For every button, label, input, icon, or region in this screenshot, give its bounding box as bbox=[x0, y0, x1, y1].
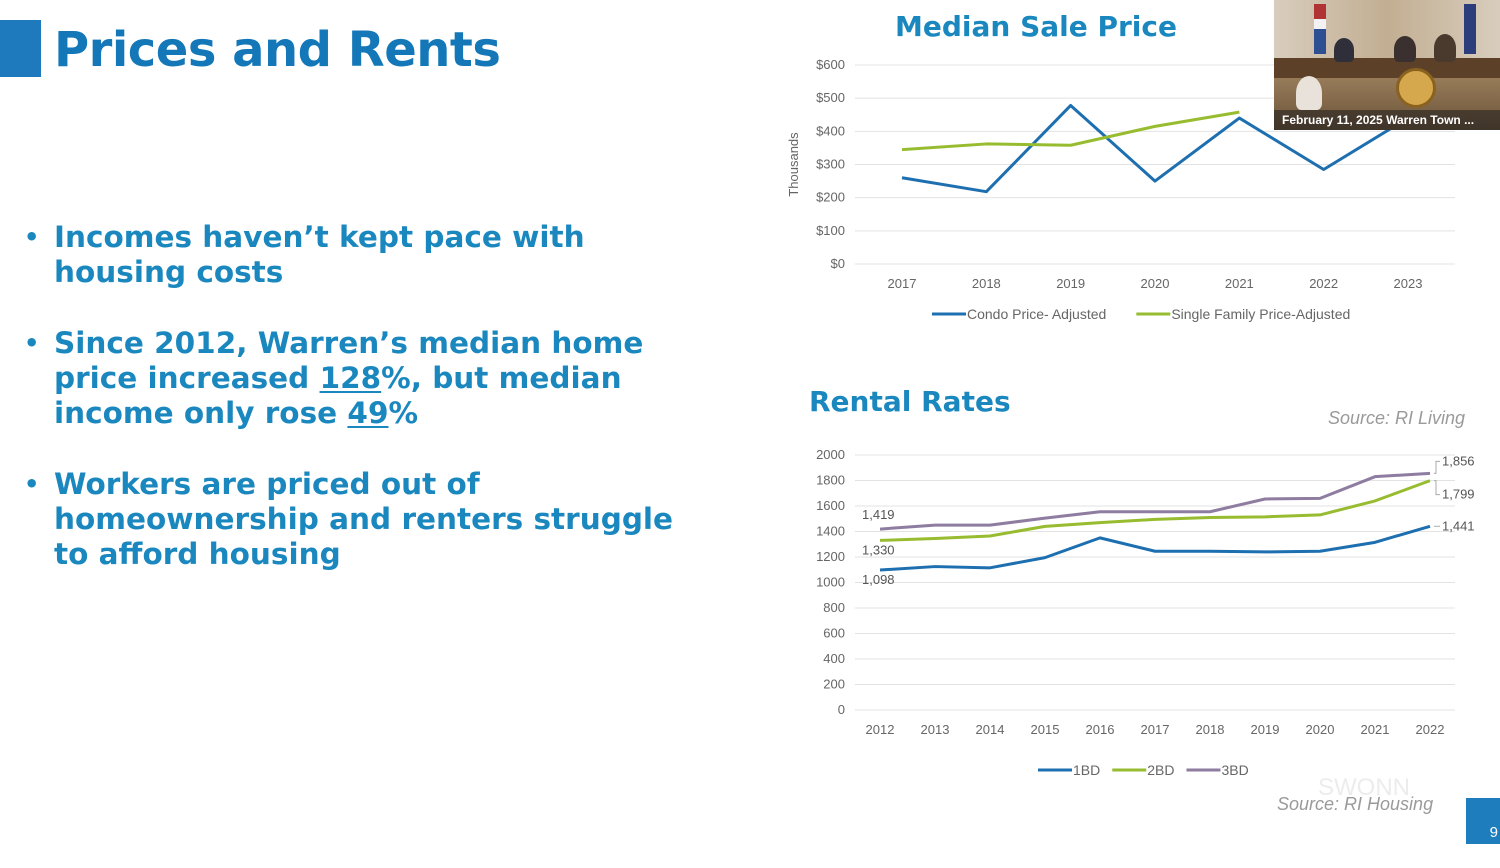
x-tick-label: 2020 bbox=[1141, 276, 1170, 291]
x-tick-label: 2021 bbox=[1361, 722, 1390, 737]
bullet-dot: • bbox=[24, 223, 40, 251]
bullet-line: homeownership and renters struggle bbox=[54, 502, 674, 536]
video-feed-thumbnail[interactable]: February 11, 2025 Warren Town ... bbox=[1274, 0, 1500, 130]
sale-price-chart: $0 $100 $200 $300 $400 $500 $600 2017 2018 2019 20… bbox=[786, 57, 1455, 322]
x-tick-label: 2021 bbox=[1225, 276, 1254, 291]
y-tick-label: 1200 bbox=[816, 549, 845, 564]
y-tick-label: $300 bbox=[816, 157, 845, 172]
series-line-3bd bbox=[879, 471, 1431, 531]
data-label: 1,799 bbox=[1442, 487, 1475, 502]
data-label: 1,419 bbox=[862, 507, 895, 522]
video-bench bbox=[1274, 58, 1500, 78]
legend-label: 3BD bbox=[1221, 762, 1248, 778]
data-label-leader bbox=[1434, 480, 1440, 496]
person-icon bbox=[1296, 76, 1322, 110]
x-tick-label: 2016 bbox=[1086, 722, 1115, 737]
bullet-line: Since 2012, Warren’s median home bbox=[54, 326, 644, 360]
x-tick-label: 2017 bbox=[1141, 722, 1170, 737]
y-tick-label: 1600 bbox=[816, 498, 845, 513]
data-label: 1,330 bbox=[862, 542, 895, 557]
sale-price-chart-title: Median Sale Price bbox=[895, 10, 1177, 43]
data-label: 1,098 bbox=[862, 572, 895, 587]
y-tick-label: 1800 bbox=[816, 473, 845, 488]
town-seal-icon bbox=[1396, 68, 1436, 108]
person-icon bbox=[1434, 34, 1456, 62]
series-line-single-family-price-adjusted bbox=[901, 110, 1240, 152]
bullet-line: to afford housing bbox=[54, 537, 341, 571]
x-tick-label: 2018 bbox=[1196, 722, 1225, 737]
x-tick-label: 2022 bbox=[1309, 276, 1338, 291]
y-tick-label: 2000 bbox=[816, 447, 845, 462]
x-tick-label: 2015 bbox=[1031, 722, 1060, 737]
x-tick-label: 2020 bbox=[1306, 722, 1335, 737]
y-tick-label: 1400 bbox=[816, 524, 845, 539]
y-tick-label: 400 bbox=[823, 651, 845, 666]
bullet-line: Workers are priced out of bbox=[54, 467, 480, 501]
housing-source-note: Source: RI Housing bbox=[1277, 794, 1434, 814]
legend-label: 1BD bbox=[1073, 762, 1100, 778]
legend-label: Single Family Price-Adjusted bbox=[1171, 306, 1350, 322]
video-backdrop bbox=[1274, 0, 1500, 60]
video-caption: February 11, 2025 Warren Town ... bbox=[1274, 110, 1500, 130]
x-tick-label: 2018 bbox=[972, 276, 1001, 291]
series-line-condo-price-adjusted bbox=[901, 103, 1409, 194]
legend-label: 2BD bbox=[1147, 762, 1174, 778]
x-tick-label: 2019 bbox=[1056, 276, 1085, 291]
rental-rates-chart: 0 200 400 600 800 1000 1200 1400 1600 1800 2000 201… bbox=[816, 447, 1475, 778]
income-increase-value: 49 bbox=[347, 396, 389, 430]
title-accent-bar bbox=[0, 20, 41, 77]
rental-source-note: Source: RI Living bbox=[1328, 408, 1466, 428]
data-label-leader bbox=[1434, 460, 1440, 474]
y-tick-label: 200 bbox=[823, 677, 845, 692]
y-tick-label: 600 bbox=[823, 626, 845, 641]
bullet-dot: • bbox=[24, 470, 40, 498]
bullet-home-price: • Since 2012, Warren’s median home price… bbox=[22, 326, 722, 431]
person-icon bbox=[1394, 36, 1416, 62]
y-tick-label: $100 bbox=[816, 223, 845, 238]
series-line-1bd bbox=[879, 524, 1431, 572]
x-tick-label: 2017 bbox=[888, 276, 917, 291]
bullet-incomes: • Incomes haven’t kept pace with housing… bbox=[22, 220, 722, 290]
watermark: SWONN bbox=[1318, 774, 1410, 801]
bullet-list: • Incomes haven’t kept pace with housing… bbox=[22, 220, 722, 608]
home-price-increase-value: 128 bbox=[319, 361, 382, 395]
flag-icon bbox=[1314, 4, 1326, 54]
data-label: 1,441 bbox=[1442, 518, 1475, 533]
bullet-line: Incomes haven’t kept pace with bbox=[54, 220, 585, 254]
x-tick-label: 2012 bbox=[866, 722, 895, 737]
y-tick-label: $0 bbox=[831, 256, 845, 271]
series-line-2bd bbox=[879, 479, 1431, 542]
y-tick-label: $500 bbox=[816, 90, 845, 105]
flag-icon bbox=[1464, 4, 1476, 54]
page-number: 9 bbox=[1466, 798, 1500, 844]
person-icon bbox=[1334, 38, 1354, 62]
bullet-workers: • Workers are priced out of homeownershi… bbox=[22, 467, 722, 572]
rental-chart-title: Rental Rates bbox=[809, 385, 1011, 418]
y-tick-label: 1000 bbox=[816, 575, 845, 590]
x-tick-label: 2022 bbox=[1416, 722, 1445, 737]
x-tick-label: 2023 bbox=[1394, 276, 1423, 291]
x-tick-label: 2013 bbox=[921, 722, 950, 737]
data-label: 1,856 bbox=[1442, 453, 1475, 468]
y-tick-label: 0 bbox=[838, 702, 845, 717]
bullet-dot: • bbox=[24, 329, 40, 357]
y-tick-label: $600 bbox=[816, 57, 845, 72]
x-tick-label: 2019 bbox=[1251, 722, 1280, 737]
y-tick-label: $400 bbox=[816, 123, 845, 138]
y-axis-label: Thousands bbox=[786, 132, 801, 197]
bullet-line: housing costs bbox=[54, 255, 284, 289]
y-tick-label: 800 bbox=[823, 600, 845, 615]
slide-title: Prices and Rents bbox=[54, 22, 501, 78]
legend-label: Condo Price- Adjusted bbox=[967, 306, 1106, 322]
y-tick-label: $200 bbox=[816, 190, 845, 205]
bullet-line: income only rose 49% bbox=[54, 396, 419, 430]
x-tick-label: 2014 bbox=[976, 722, 1005, 737]
bullet-line: price increased 128%, but median bbox=[54, 361, 622, 395]
